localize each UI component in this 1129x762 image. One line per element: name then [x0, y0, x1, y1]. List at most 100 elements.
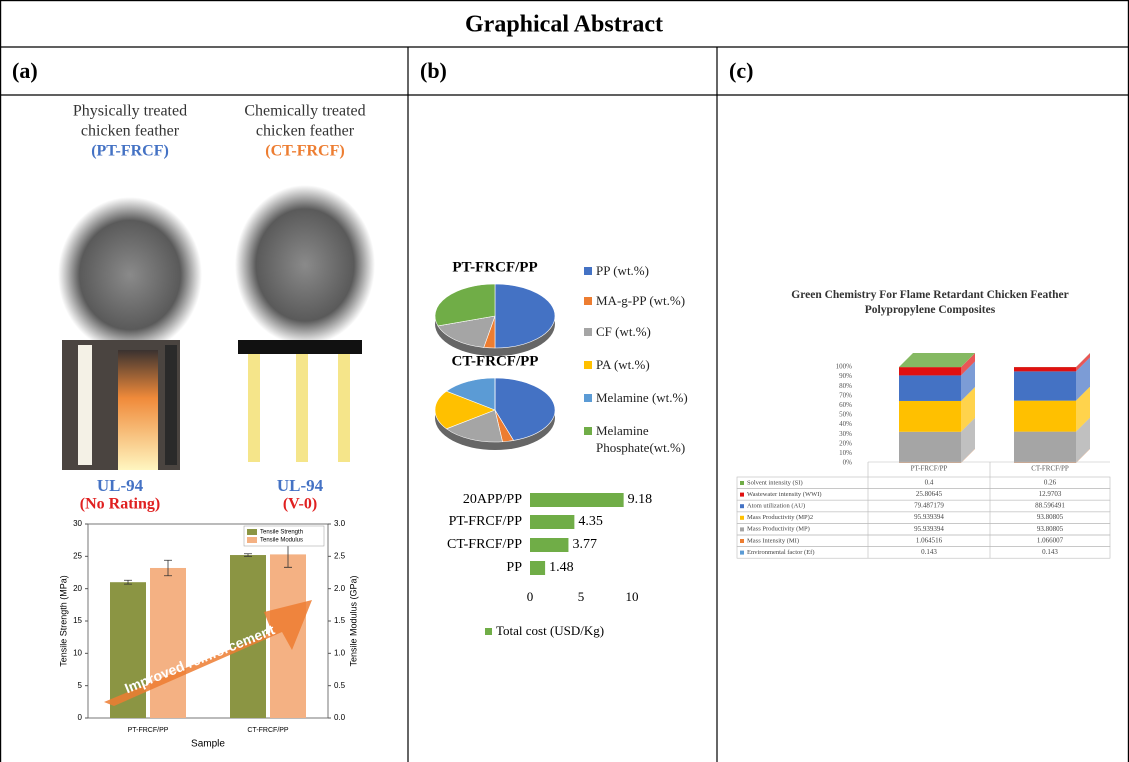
bar [530, 493, 624, 507]
legend-swatch [740, 493, 744, 497]
y-tick-label: 30% [839, 430, 852, 438]
canvas: Graphical Abstract (a) (b) (c) Physicall… [0, 0, 1129, 762]
legend-swatch [584, 361, 592, 369]
x-tick-label: CT-FRCF/PP [1031, 465, 1069, 473]
pie-title: CT-FRCF/PP [452, 353, 539, 369]
test-rating: (No Rating) [80, 496, 160, 513]
x-tick-label: PT-FRCF/PP [911, 465, 948, 473]
legend-label: Melamine Phosphate(wt.%) [596, 422, 714, 456]
y-tick-label: 25 [73, 551, 82, 560]
data-label: 3.77 [572, 537, 597, 552]
legend-label: Total cost (USD/Kg) [496, 623, 604, 638]
y-tick-label: 80% [839, 382, 852, 390]
data-label: 1.48 [549, 560, 574, 575]
y-tick-label: 70% [839, 391, 852, 399]
legend-swatch [584, 394, 592, 402]
y-tick-label: 20APP/PP [463, 492, 522, 507]
panel-label: (c) [729, 58, 753, 83]
y-tick-label: 30 [73, 519, 82, 528]
legend-label: Wastewater intensity (WWI) [747, 491, 822, 498]
x-tick-label: 10 [626, 589, 639, 604]
table-value: 88.596491 [1035, 502, 1065, 510]
y-tick-label: 60% [839, 401, 852, 409]
y2-tick-label: 2.5 [334, 551, 346, 560]
y2-tick-label: 2.0 [334, 584, 346, 593]
table-value: 93.80805 [1037, 513, 1064, 521]
y2-tick-label: 3.0 [334, 519, 346, 528]
test-name: UL-94 [277, 476, 324, 495]
legend-label: Tensile Modulus [260, 538, 303, 544]
y2-tick-label: 0.5 [334, 681, 346, 690]
bar [150, 568, 186, 718]
test-rating: (V-0) [283, 496, 317, 513]
y-axis-label: Tensile Strength (MPa) [58, 575, 68, 667]
bar-segment [899, 401, 961, 432]
bar-segment [1014, 432, 1076, 463]
test-name: UL-94 [97, 476, 144, 495]
caption: Chemically treated [244, 103, 365, 120]
x-tick-label: 0 [527, 589, 534, 604]
table-value: 25.80645 [916, 490, 943, 498]
data-label: 4.35 [578, 514, 603, 529]
y-tick-label: 0 [78, 713, 83, 722]
legend-swatch [740, 516, 744, 520]
y-tick-label: 0% [843, 459, 853, 467]
table-value: 1.064516 [916, 536, 943, 544]
legend-swatch [740, 504, 744, 508]
legend-swatch [740, 539, 744, 543]
sem-image [235, 185, 375, 345]
legend-swatch [247, 537, 257, 543]
legend-swatch [485, 628, 492, 635]
burn-photo [296, 354, 308, 462]
panel-label: (a) [12, 58, 38, 83]
legend-swatch [584, 427, 592, 435]
bar-segment [1014, 401, 1076, 432]
y-tick-label: 20 [73, 584, 82, 593]
burn-photo [118, 350, 158, 470]
legend-label: Mass Productivity (MP)2 [747, 514, 813, 521]
y-tick-label: PP [506, 560, 522, 575]
caption-code: (CT-FRCF) [265, 143, 344, 160]
y-tick-label: 90% [839, 372, 852, 380]
legend-swatch [584, 328, 592, 336]
y-tick-label: 10 [73, 648, 82, 657]
y-tick-label: PT-FRCF/PP [449, 514, 523, 529]
legend-label: PA (wt.%) [596, 356, 714, 373]
table-value: 0.143 [921, 548, 937, 556]
graphical-abstract: Graphical Abstract (a) (b) (c) Physicall… [0, 0, 1129, 762]
legend-label: Mass Intensity (MI) [747, 537, 799, 544]
bar [530, 538, 568, 552]
caption-code: (PT-FRCF) [91, 143, 169, 160]
caption: Physically treated [73, 103, 187, 120]
legend-label: Mass Productivity (MP) [747, 526, 810, 533]
legend-swatch [740, 551, 744, 555]
legend-label: PP (wt.%) [596, 262, 714, 279]
x-tick-label: 5 [578, 589, 585, 604]
y2-axis-label: Tensile Modulus (GPa) [348, 575, 358, 666]
burn-photo [338, 354, 350, 462]
legend-swatch [247, 529, 257, 535]
caption: chicken feather [81, 123, 180, 140]
burn-photo [165, 345, 177, 465]
table-value: 95.939394 [914, 525, 944, 533]
y-tick-label: 5 [78, 681, 83, 690]
bar-segment [899, 432, 961, 463]
y2-tick-label: 0.0 [334, 713, 346, 722]
header-title: Graphical Abstract [465, 12, 663, 38]
y-tick-label: CT-FRCF/PP [447, 537, 522, 552]
legend-label: Solvent intensity (SI) [747, 479, 803, 486]
legend-swatch [740, 527, 744, 531]
bar-segment [899, 367, 961, 375]
legend-label: Environmental factor (Ef) [747, 549, 815, 556]
burn-photo [248, 354, 260, 462]
table-value: 0.26 [1044, 478, 1057, 486]
tensile-chart: 0510152025300.00.51.01.52.02.53.0PT-FRCF… [58, 519, 358, 750]
legend-label: Tensile Strength [260, 530, 303, 536]
burn-photo [238, 340, 362, 354]
legend-swatch [584, 267, 592, 275]
x-tick-label: CT-FRCF/PP [247, 727, 289, 734]
table-value: 95.939394 [914, 513, 944, 521]
legend-label: CF (wt.%) [596, 323, 714, 340]
